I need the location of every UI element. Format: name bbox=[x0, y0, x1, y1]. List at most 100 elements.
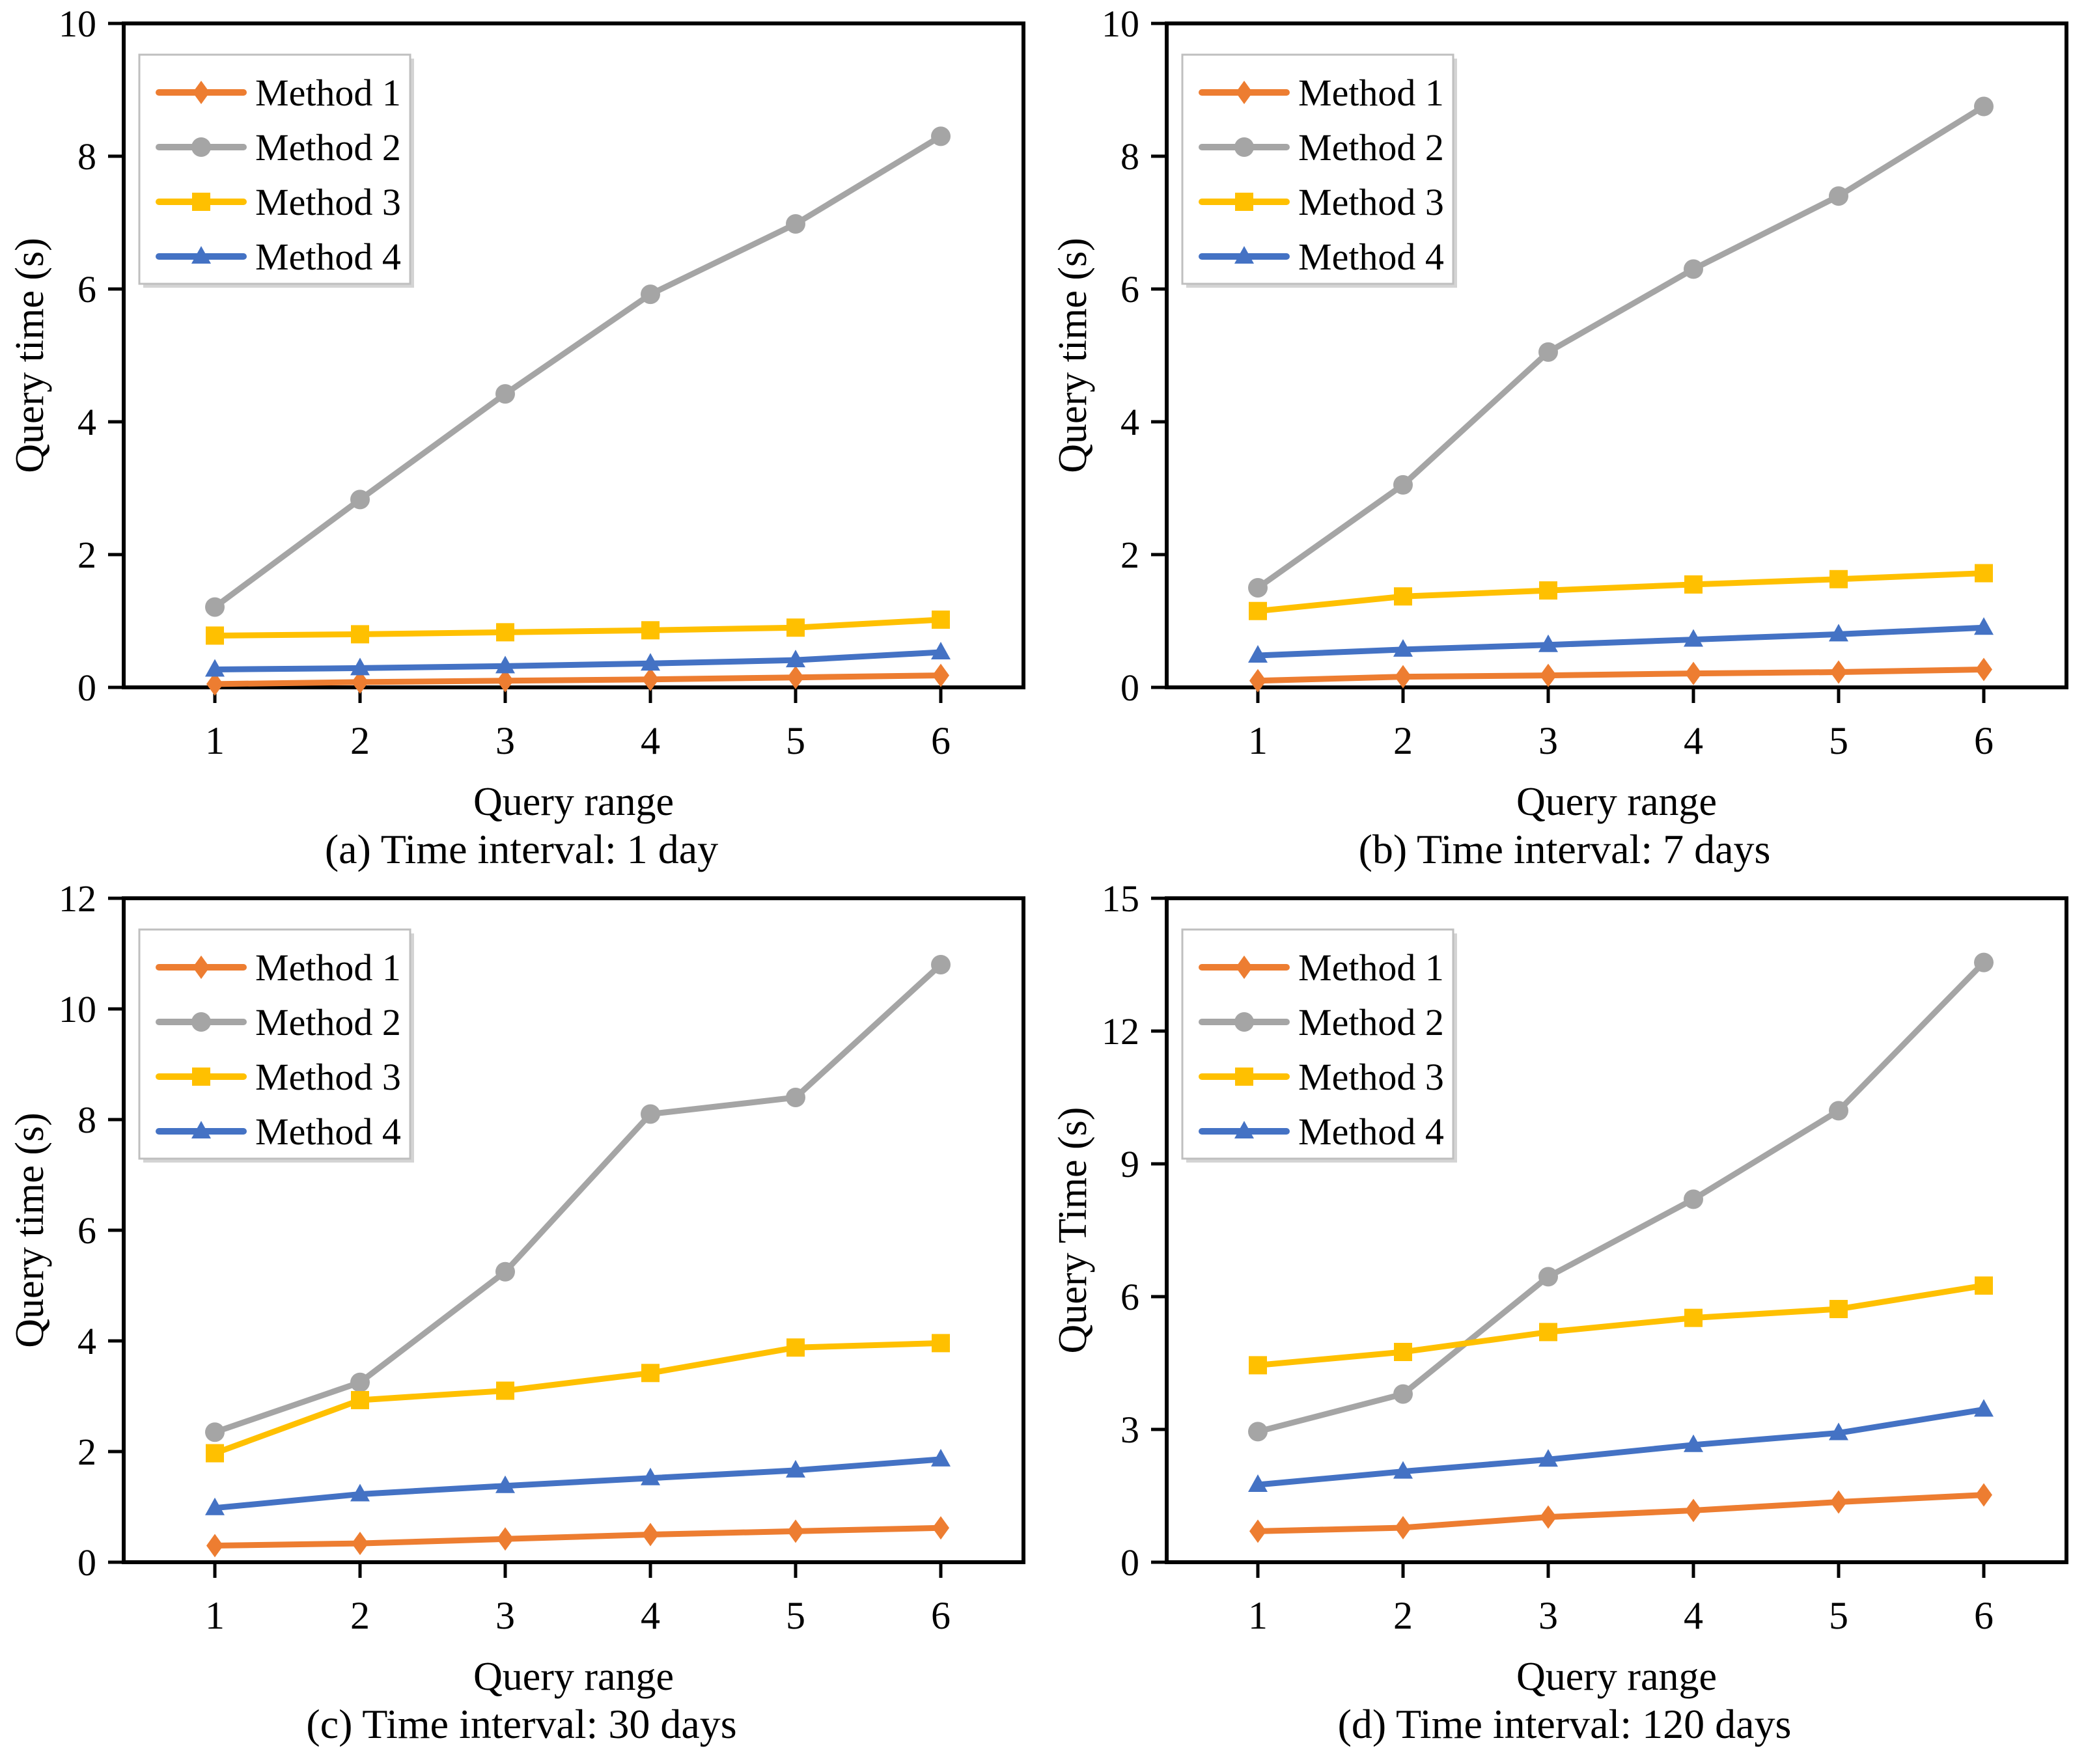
triangle-marker bbox=[1538, 634, 1558, 652]
triangle-marker bbox=[1248, 1474, 1268, 1492]
y-axis-label: Query Time (s) bbox=[1051, 1107, 1095, 1354]
y-tick-label: 6 bbox=[1120, 268, 1139, 310]
series-line-method-2 bbox=[1255, 103, 1987, 591]
triangle-marker bbox=[205, 1497, 225, 1515]
diamond-marker bbox=[1685, 661, 1702, 685]
triangle-marker bbox=[1393, 1461, 1413, 1479]
square-marker bbox=[496, 623, 514, 642]
triangle-marker bbox=[1829, 624, 1848, 642]
circle-marker bbox=[1538, 1267, 1558, 1287]
x-tick-label: 3 bbox=[495, 719, 515, 762]
legend-label: Method 3 bbox=[255, 181, 401, 223]
y-tick-label: 6 bbox=[77, 268, 96, 310]
diamond-marker bbox=[1249, 668, 1266, 693]
series-line-method-2 bbox=[1255, 959, 1987, 1435]
x-axis-label: Query range bbox=[473, 1655, 674, 1699]
chart-panel-b: 0 2 4 6 8 10 1 2 3 4 5 6 Query range Query time (s) Me… bbox=[1043, 4, 2086, 879]
x-tick-label: 4 bbox=[1684, 1594, 1703, 1637]
legend-label: Method 4 bbox=[1298, 236, 1444, 278]
legend-circle-marker bbox=[1234, 137, 1254, 157]
square-marker bbox=[641, 1364, 660, 1383]
series-line-method-4 bbox=[1255, 624, 1987, 659]
legend-label: Method 1 bbox=[255, 946, 401, 989]
series-line-method-3 bbox=[1255, 570, 1987, 614]
diamond-marker bbox=[1540, 663, 1557, 687]
square-marker bbox=[1684, 575, 1703, 594]
series-line-method-1 bbox=[212, 1524, 944, 1549]
series-line-method-3 bbox=[212, 1340, 944, 1457]
series-line-method-4 bbox=[212, 1456, 944, 1511]
circle-marker bbox=[1393, 475, 1413, 495]
square-marker bbox=[206, 626, 224, 645]
x-tick-label: 2 bbox=[350, 1594, 370, 1637]
triangle-marker bbox=[350, 1483, 370, 1502]
diamond-marker bbox=[206, 672, 223, 696]
circle-marker bbox=[1829, 1101, 1848, 1121]
y-tick-label: 8 bbox=[77, 1099, 96, 1141]
legend-diamond-marker bbox=[1236, 956, 1253, 979]
square-marker bbox=[1249, 601, 1267, 620]
diamond-marker bbox=[1395, 1515, 1412, 1539]
series-line-method-2 bbox=[212, 961, 944, 1435]
square-marker bbox=[496, 1381, 514, 1400]
y-tick-label: 10 bbox=[1102, 4, 1139, 45]
x-tick-label: 6 bbox=[1974, 719, 1994, 762]
y-tick-label: 0 bbox=[77, 1541, 96, 1584]
x-tick-label: 4 bbox=[641, 1594, 660, 1637]
triangle-marker bbox=[1393, 639, 1413, 657]
triangle-marker bbox=[1974, 617, 1994, 635]
square-marker bbox=[1829, 570, 1848, 588]
y-tick-label: 0 bbox=[1120, 667, 1139, 709]
square-marker bbox=[1539, 1323, 1557, 1342]
y-tick-label: 2 bbox=[77, 534, 96, 576]
x-tick-label: 3 bbox=[495, 1594, 515, 1637]
diamond-marker bbox=[1830, 660, 1847, 684]
diamond-marker bbox=[787, 1519, 804, 1543]
x-tick-label: 5 bbox=[1829, 1594, 1848, 1637]
legend-triangle-marker bbox=[191, 246, 211, 264]
legend-label: Method 4 bbox=[1298, 1110, 1444, 1153]
legend-triangle-marker bbox=[1234, 1121, 1254, 1138]
legend-label: Method 4 bbox=[255, 1110, 401, 1153]
circle-marker bbox=[786, 1088, 805, 1107]
square-marker bbox=[932, 610, 950, 629]
legend-diamond-marker bbox=[1236, 81, 1253, 104]
x-tick-label: 2 bbox=[1393, 1594, 1413, 1637]
legend-circle-marker bbox=[191, 137, 211, 157]
square-marker bbox=[206, 1444, 224, 1463]
legend-circle-marker bbox=[191, 1012, 211, 1032]
x-axis-label: Query range bbox=[1516, 780, 1717, 824]
diamond-marker bbox=[352, 1532, 369, 1556]
square-marker bbox=[351, 625, 369, 644]
legend: Method 1 Method 2 Method 3 Method 4 bbox=[138, 928, 414, 1163]
x-tick-label: 2 bbox=[350, 719, 370, 762]
legend-label: Method 2 bbox=[255, 126, 401, 169]
x-axis-label: Query range bbox=[1516, 1655, 1717, 1699]
circle-marker bbox=[1538, 342, 1558, 362]
circle-marker bbox=[495, 384, 515, 404]
legend: Method 1 Method 2 Method 3 Method 4 bbox=[1181, 53, 1457, 288]
triangle-marker bbox=[1829, 1422, 1848, 1440]
diamond-marker bbox=[497, 1527, 514, 1551]
triangle-marker bbox=[1974, 1399, 1994, 1417]
chart-panel-d: 0 3 6 9 12 15 1 2 3 4 5 6 Query range Query Time (s) M… bbox=[1043, 879, 2086, 1754]
diamond-marker bbox=[1975, 1483, 1992, 1507]
square-marker bbox=[1975, 1276, 1993, 1295]
y-tick-label: 9 bbox=[1120, 1143, 1139, 1185]
legend-label: Method 2 bbox=[255, 1001, 401, 1043]
legend-diamond-marker bbox=[193, 956, 210, 979]
diamond-marker bbox=[642, 667, 659, 691]
triangle-marker bbox=[350, 657, 370, 676]
circle-marker bbox=[931, 126, 951, 146]
triangle-marker bbox=[931, 641, 951, 659]
circle-marker bbox=[205, 1422, 225, 1442]
x-tick-label: 5 bbox=[786, 719, 805, 762]
y-tick-label: 12 bbox=[59, 879, 96, 920]
circle-marker bbox=[495, 1261, 515, 1282]
circle-marker bbox=[1248, 1422, 1268, 1442]
square-marker bbox=[641, 621, 660, 640]
diamond-marker bbox=[206, 1534, 223, 1558]
